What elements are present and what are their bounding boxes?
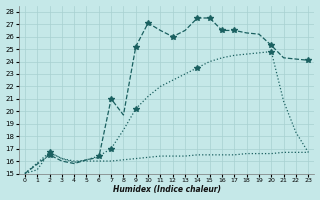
X-axis label: Humidex (Indice chaleur): Humidex (Indice chaleur) <box>113 185 220 194</box>
